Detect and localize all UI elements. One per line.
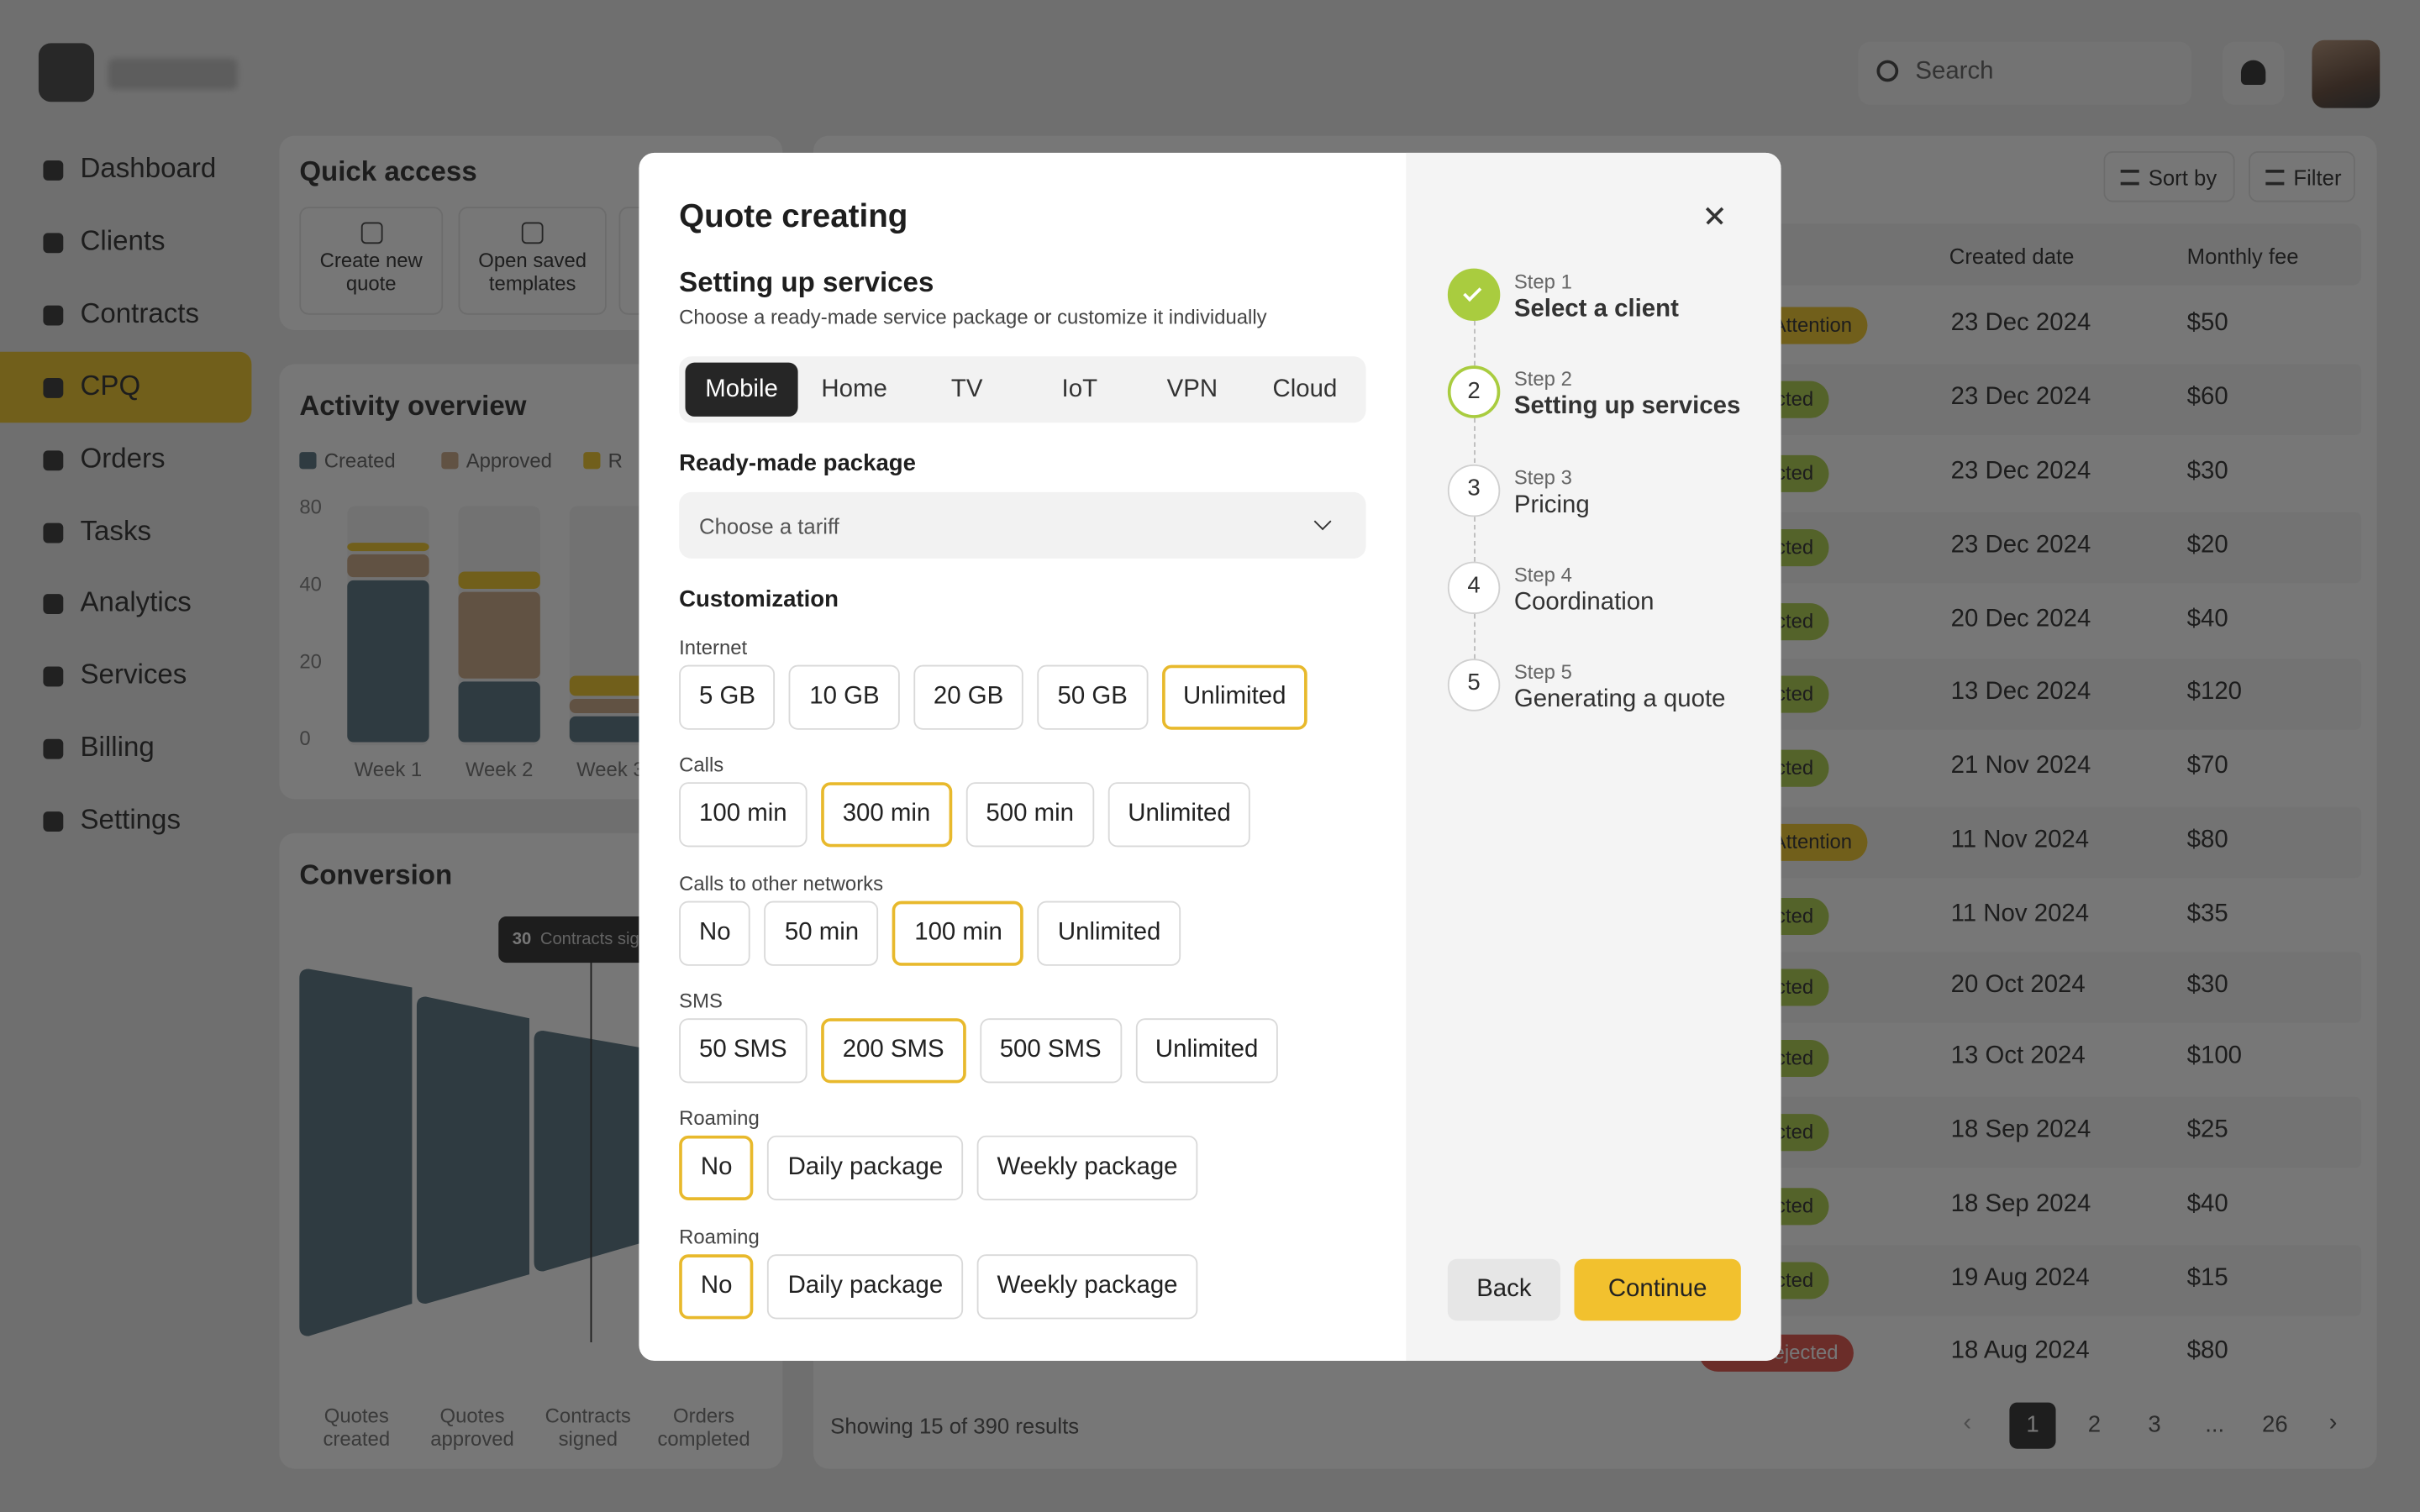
option-button[interactable]: 200 SMS <box>820 1018 966 1084</box>
option-row: 100 min 300 min 500 min Unlimited <box>679 782 1265 848</box>
option-button[interactable]: Weekly package <box>976 1136 1198 1201</box>
customization-title: Customization <box>679 585 839 613</box>
tab-bar: Mobile Home TV IoT VPN Cloud <box>679 356 1366 423</box>
option-button[interactable]: Unlimited <box>1038 900 1181 966</box>
step-name: Generating a quote <box>1513 686 1726 713</box>
step-circle <box>1447 268 1501 322</box>
tab[interactable]: Cloud <box>1272 376 1338 403</box>
option-button[interactable]: Unlimited <box>1107 782 1251 848</box>
step-label: Step 4 <box>1513 563 1572 586</box>
section-subtitle: Choose a ready-made service package or c… <box>679 305 1267 329</box>
option-button[interactable]: 50 GB <box>1037 664 1148 730</box>
option-row: No Daily package Weekly package <box>679 1136 1212 1201</box>
option-button[interactable]: Daily package <box>767 1136 964 1201</box>
option-row: 5 GB 10 GB 20 GB 50 GB Unlimited <box>679 664 1322 730</box>
tab[interactable]: TV <box>950 376 983 403</box>
option-group-label: Calls <box>679 753 724 777</box>
option-button[interactable]: 50 SMS <box>679 1018 808 1084</box>
option-button[interactable]: 100 min <box>679 782 808 848</box>
option-button[interactable]: Daily package <box>767 1253 964 1319</box>
step-circle: 2 <box>1447 365 1501 419</box>
modal: Quote creating Setting up services Choose … <box>639 152 1781 1362</box>
step-name: Select a client <box>1513 296 1679 323</box>
step-connector <box>1474 321 1476 366</box>
step-connector <box>1474 516 1476 561</box>
option-button[interactable]: No <box>679 1253 755 1319</box>
option-row: No Daily package Weekly package <box>679 1253 1212 1319</box>
option-button[interactable]: Unlimited <box>1161 664 1308 730</box>
continue-button[interactable]: Continue <box>1574 1258 1741 1321</box>
option-button[interactable]: 10 GB <box>789 664 900 730</box>
option-button[interactable]: 5 GB <box>679 664 776 730</box>
step-label: Step 5 <box>1513 660 1572 685</box>
option-row: 50 SMS 200 SMS 500 SMS Unlimited <box>679 1018 1292 1084</box>
modal-title: Quote creating <box>679 198 908 235</box>
dropdown-chevron <box>1313 512 1332 531</box>
tab[interactable]: Mobile <box>685 362 798 417</box>
dropdown-placeholder: Choose a tariff <box>699 513 839 539</box>
step-label: Step 1 <box>1513 270 1572 293</box>
tab[interactable]: Home <box>821 376 887 403</box>
steps-panel <box>1406 152 1781 1362</box>
option-button[interactable]: No <box>679 900 751 966</box>
option-button[interactable]: 500 SMS <box>979 1018 1122 1084</box>
back-button[interactable]: Back <box>1447 1258 1560 1321</box>
option-button[interactable]: No <box>679 1136 755 1201</box>
check-icon <box>1463 283 1482 302</box>
step-circle: 4 <box>1447 561 1501 614</box>
option-button[interactable]: Unlimited <box>1135 1018 1279 1084</box>
tab[interactable]: VPN <box>1166 376 1218 403</box>
option-row: No 50 min 100 min Unlimited <box>679 900 1195 966</box>
option-button[interactable]: 20 GB <box>913 664 1024 730</box>
option-group-label: Roaming <box>679 1224 760 1248</box>
option-group-label: Roaming <box>679 1106 760 1130</box>
step-name: Coordination <box>1513 589 1655 616</box>
step-name: Pricing <box>1513 491 1590 518</box>
tariff-dropdown[interactable]: Choose a tariff <box>679 491 1366 559</box>
tab[interactable]: IoT <box>1061 376 1098 403</box>
option-group-label: SMS <box>679 989 723 1012</box>
step-name: Setting up services <box>1513 393 1741 421</box>
step-label: Step 3 <box>1513 465 1572 489</box>
option-button[interactable]: 50 min <box>765 900 879 966</box>
step-circle: 3 <box>1447 464 1501 517</box>
section-title: Setting up services <box>679 266 934 298</box>
option-button[interactable]: 100 min <box>892 900 1024 966</box>
step-circle: 5 <box>1447 659 1501 712</box>
option-button[interactable]: 500 min <box>965 782 1094 848</box>
step-label: Step 2 <box>1513 367 1572 391</box>
option-button[interactable]: Weekly package <box>976 1253 1198 1319</box>
step-connector <box>1474 418 1476 464</box>
package-label: Ready-made package <box>679 450 916 477</box>
option-group-label: Calls to other networks <box>679 871 884 895</box>
option-button[interactable]: 300 min <box>820 782 952 848</box>
step-connector <box>1474 613 1476 659</box>
option-group-label: Internet <box>679 635 748 659</box>
